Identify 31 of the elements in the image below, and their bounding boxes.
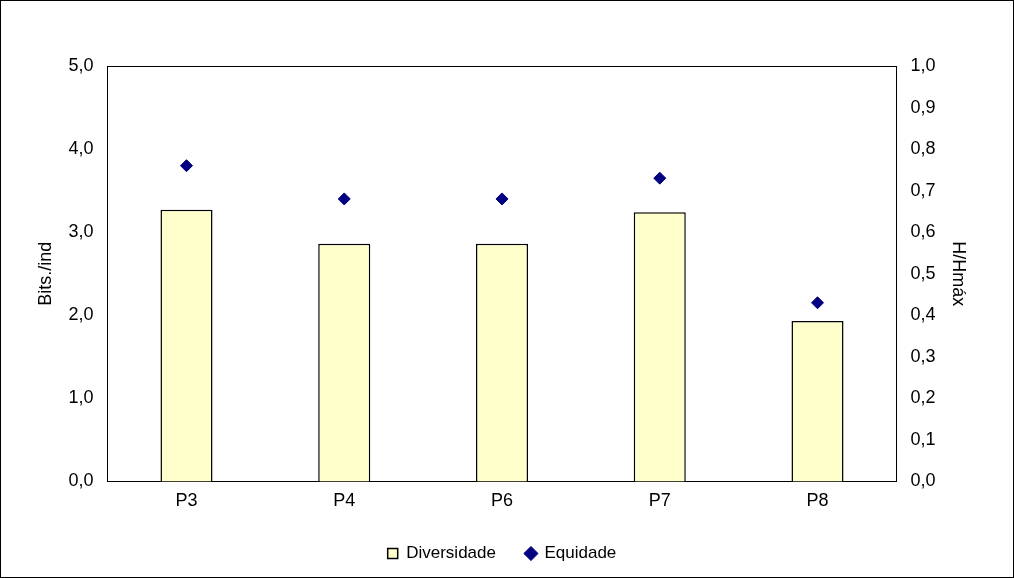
y2-tick-label: 0,0 [910,470,936,491]
y2-tick-label: 0,7 [910,179,936,200]
y2-tick-label: 0,6 [910,221,936,242]
x-tick-label: P6 [490,490,514,511]
y2-tick-label: 0,5 [910,262,936,283]
y-tick-label: 4,0 [68,138,94,159]
y2-tick-label: 0,9 [910,96,936,117]
y2-tick-label: 0,2 [910,387,936,408]
x-tick-label: P8 [806,490,829,511]
y-tick-label: 2,0 [68,304,94,325]
point [811,296,824,310]
y-tick-label: 1,0 [68,387,94,408]
y-tick-label: 0,0 [68,470,94,491]
point [337,192,351,206]
legend-label: Equidade [544,543,617,563]
y2-tick-label: 0,1 [910,428,936,449]
legend-label: Diversidade [406,543,496,563]
x-tick-label: P4 [333,490,356,511]
y2-axis-title: H/Hmáx [949,241,970,307]
y2-tick-label: 1,0 [910,54,936,75]
y2-tick-label: 0,4 [910,304,936,325]
y-tick-label: 3,0 [68,221,94,242]
x-tick-label: P3 [175,490,198,511]
point [495,192,509,206]
y-tick-label: 5,0 [68,54,94,75]
y2-tick-label: 0,3 [910,345,936,366]
point [180,159,193,173]
point [653,171,667,185]
x-tick-label: P7 [648,490,671,511]
y2-tick-label: 0,8 [910,138,936,159]
y-axis-title: Bits./ind [34,241,55,306]
